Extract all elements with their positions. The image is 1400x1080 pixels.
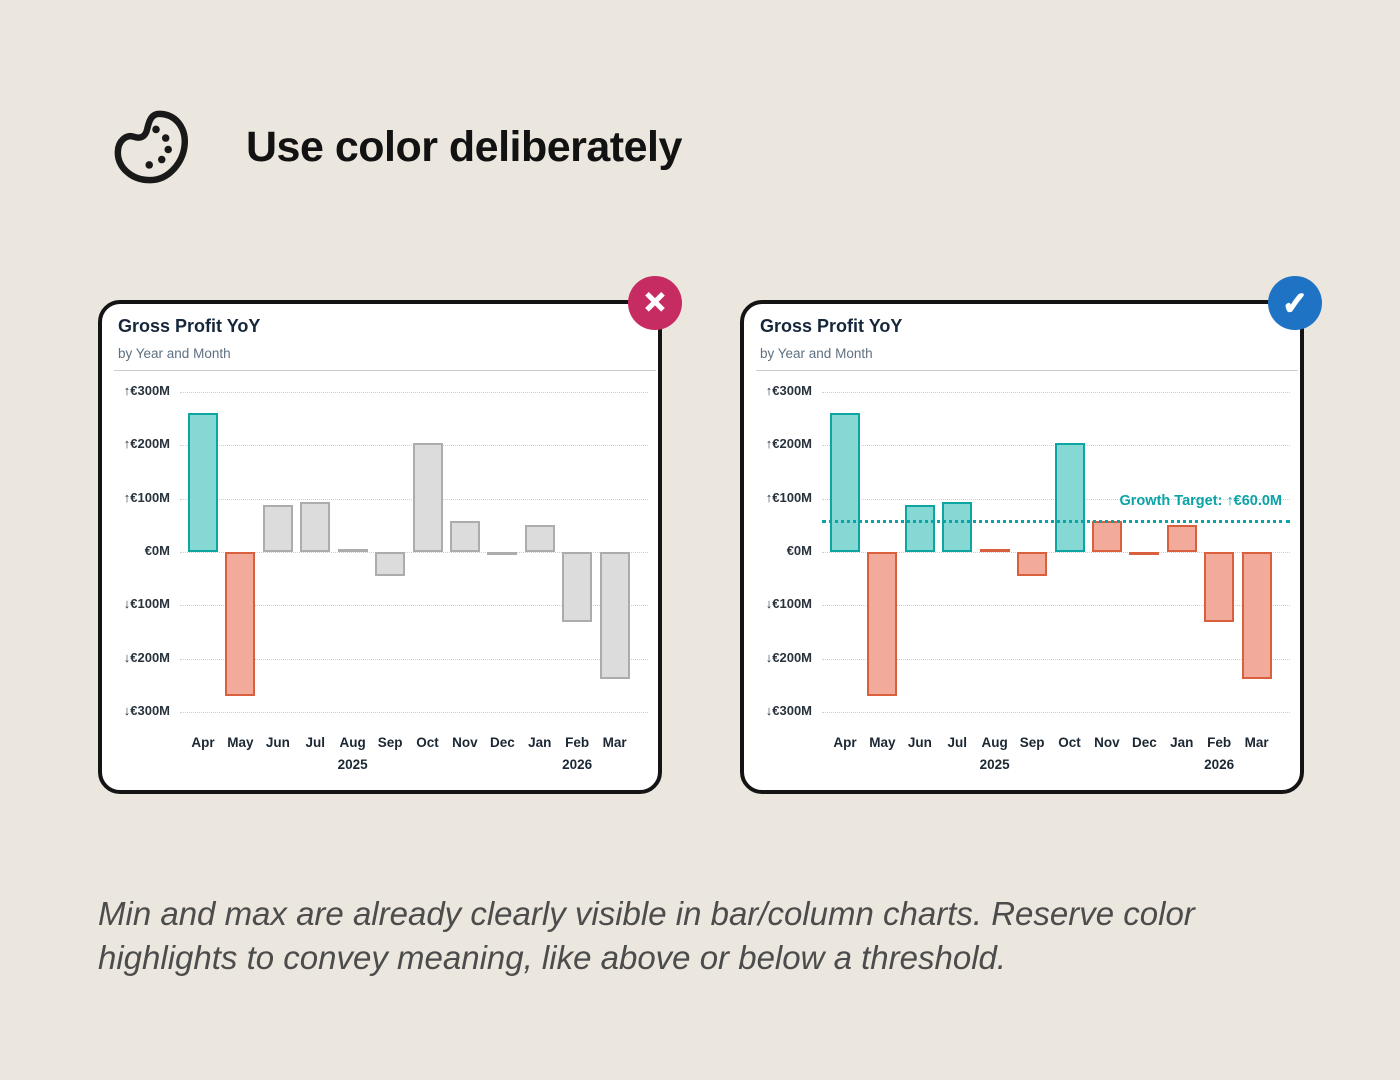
bar-feb [562, 552, 593, 623]
y-axis-tick-label: ↑€300M [123, 383, 170, 398]
bar-oct [412, 443, 443, 552]
bar-jun [262, 505, 293, 552]
cross-badge: ✕ [628, 276, 682, 330]
year-label: 2026 [562, 757, 593, 772]
y-axis-tick-label: ↓€300M [123, 703, 170, 719]
x-axis-tick-label: Aug [981, 735, 1008, 750]
bar-aug [337, 549, 368, 552]
gridline [822, 552, 1290, 554]
bar-jul [942, 501, 973, 552]
gridline [822, 658, 1290, 660]
x-axis-tick-label: Feb [565, 735, 590, 750]
x-axis-tick-label: Jun [265, 735, 290, 750]
bar-jun [904, 505, 935, 552]
bar-apr [830, 413, 860, 552]
divider [114, 370, 656, 371]
bar-apr [188, 413, 218, 552]
palette-icon [108, 104, 194, 190]
check-icon: ✓ [1281, 285, 1308, 321]
y-axis-tick-label: €0M [144, 543, 170, 559]
gridline [180, 658, 648, 660]
plot-area: ↑€300M ↑€200M ↑€100M €0M ↓€100M ↓€200M ↓€300M A… [102, 304, 658, 790]
chart-subtitle: by Year and Month [118, 346, 231, 361]
bar-may [225, 552, 256, 696]
year-label: 2025 [979, 757, 1010, 772]
gridline [180, 605, 648, 607]
y-axis-tick-label: ↑€100M [765, 489, 812, 505]
header: Use color deliberately [108, 104, 682, 190]
bar-sep [1017, 552, 1048, 576]
bar-dec [487, 552, 518, 555]
bar-sep [375, 552, 406, 576]
x-axis-tick-label: Feb [1207, 735, 1232, 750]
gridline [822, 392, 1290, 393]
x-axis-tick-label: Aug [339, 735, 366, 750]
check-badge: ✓ [1268, 276, 1322, 330]
y-axis-tick-label: ↑€200M [765, 436, 812, 452]
x-axis-tick-label: May [227, 735, 254, 750]
x-axis-tick-label: Jul [305, 735, 325, 750]
x-axis-tick-label: Sep [1019, 735, 1045, 750]
x-axis-tick-label: Dec [1131, 735, 1157, 750]
x-axis-tick-label: Jun [907, 735, 932, 750]
bar-oct [1054, 443, 1085, 552]
plot-area: ↑€300M ↑€200M ↑€100M €0M ↓€100M ↓€200M ↓€300M A… [744, 304, 1300, 790]
x-axis-tick-label: Apr [833, 735, 857, 750]
gridline [822, 605, 1290, 607]
bar-mar [599, 552, 630, 679]
bar-mar [1241, 552, 1272, 679]
x-axis-tick-label: Mar [1244, 735, 1269, 750]
gridline [180, 552, 648, 554]
cross-icon: ✕ [643, 287, 668, 318]
x-axis-tick-label: May [869, 735, 896, 750]
y-axis-tick-label: ↓€200M [123, 649, 170, 665]
y-axis-tick-label: ↑€200M [123, 436, 170, 452]
bar-nov [1091, 521, 1122, 552]
x-axis-tick-label: Sep [377, 735, 403, 750]
threshold-line [822, 520, 1290, 523]
y-axis-tick-label: ↑€300M [765, 383, 812, 398]
x-axis-tick-label: Oct [416, 735, 439, 750]
x-axis-tick-label: Nov [1094, 735, 1120, 750]
year-label: 2025 [337, 757, 368, 772]
chart-title: Gross Profit YoY [118, 316, 261, 336]
bar-dec [1129, 552, 1160, 555]
page-title: Use color deliberately [246, 122, 682, 171]
year-label: 2026 [1204, 757, 1235, 772]
bar-nov [449, 521, 480, 552]
y-axis-tick-label: ↑€100M [123, 489, 170, 505]
caption: Min and max are already clearly visible … [98, 895, 1195, 976]
chart-subtitle: by Year and Month [760, 346, 873, 361]
y-axis-tick-label: ↓€300M [765, 703, 812, 719]
bar-feb [1204, 552, 1235, 623]
bar-jan [524, 525, 555, 552]
gridline [180, 712, 648, 714]
bar-aug [979, 549, 1010, 552]
x-axis-tick-label: Oct [1058, 735, 1081, 750]
y-axis-tick-label: ↓€200M [765, 649, 812, 665]
bar-jan [1166, 525, 1197, 552]
x-axis-tick-label: Jul [947, 735, 967, 750]
y-axis-tick-label: ↓€100M [765, 596, 812, 612]
bar-may [867, 552, 898, 696]
x-axis-tick-label: Apr [191, 735, 215, 750]
x-axis-tick-label: Jan [1170, 735, 1194, 750]
chart-card-good: ✓ Gross Profit YoY by Year and Month ↑€3… [740, 276, 1322, 794]
x-axis-tick-label: Nov [452, 735, 478, 750]
x-axis-tick-label: Dec [489, 735, 515, 750]
gridline [180, 392, 648, 393]
y-axis-tick-label: ↓€100M [123, 596, 170, 612]
threshold-label: Growth Target: ↑€60.0M [1119, 493, 1282, 509]
chart-card-bad: ✕ Gross Profit YoY by Year and Month ↑€3… [98, 276, 682, 794]
y-axis-tick-label: €0M [786, 543, 812, 559]
gridline [822, 712, 1290, 714]
divider [756, 370, 1298, 371]
x-axis-tick-label: Jan [528, 735, 552, 750]
x-axis-tick-label: Mar [602, 735, 627, 750]
bar-jul [300, 501, 331, 552]
chart-title: Gross Profit YoY [760, 316, 903, 336]
